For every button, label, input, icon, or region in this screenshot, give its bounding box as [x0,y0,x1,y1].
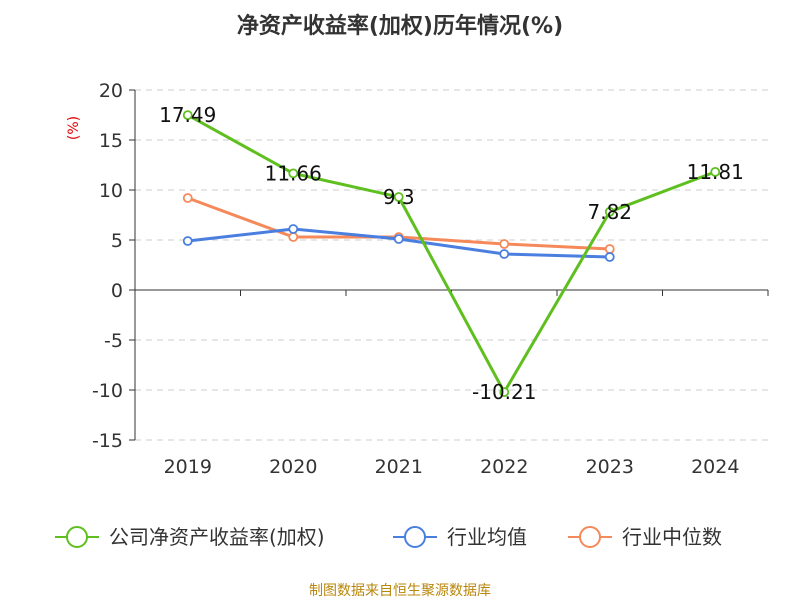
data-point [182,193,193,203]
data-point [182,236,193,246]
source-note: 制图数据来自恒生聚源数据库 [309,583,491,599]
y-tick-label: -10 [92,380,123,402]
y-tick-label: -5 [104,330,123,352]
data-label: -10.21 [472,380,536,404]
chart-title: 净资产收益率(加权)历年情况(%) [237,13,563,39]
data-label: 11.66 [265,161,322,185]
data-point [288,232,299,242]
y-tick-label: 20 [99,80,123,102]
data-label: 9.3 [383,185,415,209]
y-tick-label: 5 [111,230,123,252]
y-tick-label: 0 [111,280,123,302]
legend-swatch-marker[interactable] [404,526,426,548]
x-tick-label: 2024 [691,456,739,478]
legend-swatch-marker[interactable] [66,526,88,548]
x-tick-label: 2019 [164,456,212,478]
series-line [186,113,717,394]
y-tick-label: 10 [99,180,123,202]
data-point [393,234,404,244]
x-tick-label: 2023 [586,456,634,478]
data-label: 11.81 [687,160,744,184]
data-label: 7.82 [587,200,632,224]
x-tick-label: 2020 [269,456,317,478]
data-point [499,387,510,398]
y-tick-label: 15 [99,130,123,152]
y-axis-unit: (%) [66,116,82,140]
data-point [710,166,721,177]
legend-label[interactable]: 行业均值 [447,525,527,549]
y-tick-label: -15 [92,430,123,452]
data-point [288,224,299,234]
legend-label[interactable]: 公司净资产收益率(加权) [109,525,325,549]
data-point [499,239,510,249]
data-point [499,249,510,259]
x-tick-label: 2021 [375,456,423,478]
data-point [604,244,615,254]
legend-label[interactable]: 行业中位数 [622,525,722,549]
data-point [604,252,615,262]
legend-swatch-marker[interactable] [579,526,601,548]
data-point [182,110,193,120]
data-point [393,192,404,202]
x-tick-label: 2022 [480,456,528,478]
data-point [604,206,615,217]
data-label: 17.49 [159,103,216,127]
data-point [288,168,299,179]
